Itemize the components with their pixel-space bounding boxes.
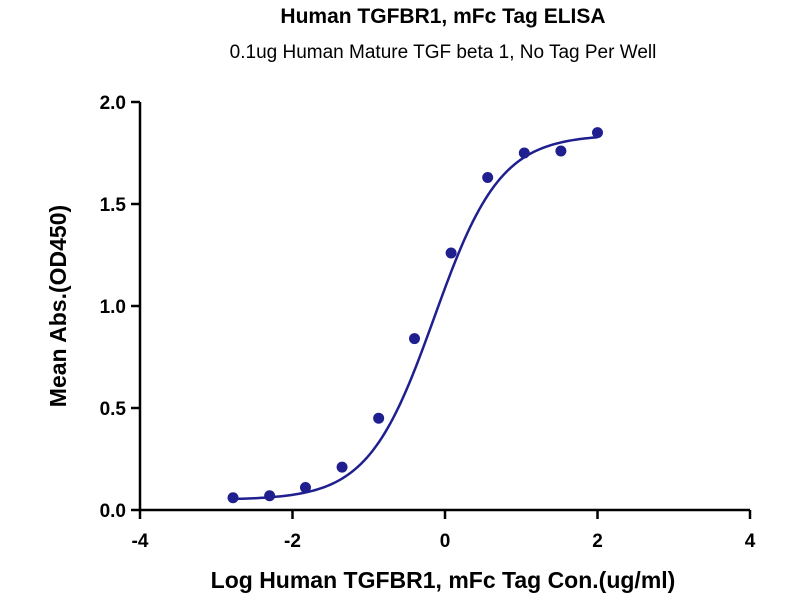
chart-title: Human TGFBR1, mFc Tag ELISA <box>280 5 605 28</box>
data-point <box>264 490 276 502</box>
data-point <box>592 127 603 139</box>
data-point <box>299 482 311 494</box>
y-axis-label: Mean Abs.(OD450) <box>45 205 71 407</box>
fit-curve <box>232 136 598 501</box>
data-point <box>555 145 567 157</box>
chart-subtitle: 0.1ug Human Mature TGF beta 1, No Tag Pe… <box>230 42 657 63</box>
x-tick-label: 2 <box>592 531 603 552</box>
x-axis-label: Log Human TGFBR1, mFc Tag Con.(ug/ml) <box>211 567 676 593</box>
y-tick-label: 0.0 <box>100 501 126 522</box>
data-point <box>518 147 530 159</box>
data-point <box>227 492 239 504</box>
x-tick-label: 4 <box>745 531 756 552</box>
x-tick-label: 0 <box>440 531 451 552</box>
y-tick-label: 2.0 <box>100 93 126 114</box>
data-point <box>409 333 420 345</box>
y-tick-label: 1.0 <box>100 297 126 318</box>
data-point <box>336 461 348 473</box>
data-point <box>482 171 494 183</box>
y-tick-label: 1.5 <box>100 195 127 216</box>
data-point <box>445 247 457 259</box>
plot-area: -4 -2 0 2 4 0.0 0.5 1.0 1.5 2.0 <box>100 93 756 552</box>
data-point <box>373 412 385 424</box>
x-tick-label: -2 <box>284 531 301 552</box>
y-tick-label: 0.5 <box>100 399 127 420</box>
x-tick-label: -4 <box>132 531 149 552</box>
